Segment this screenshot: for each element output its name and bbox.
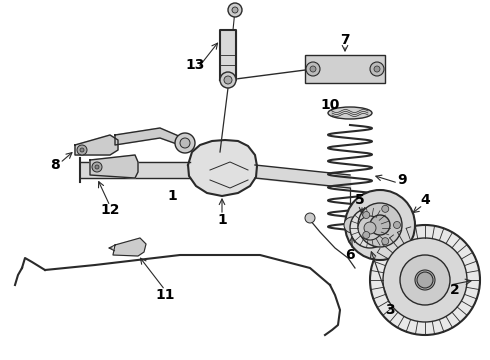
Circle shape <box>350 208 390 248</box>
Circle shape <box>415 270 435 290</box>
Circle shape <box>393 221 400 229</box>
Text: 11: 11 <box>155 288 175 302</box>
Circle shape <box>374 66 380 72</box>
Circle shape <box>355 218 369 232</box>
Circle shape <box>345 190 415 260</box>
Circle shape <box>220 72 236 88</box>
Circle shape <box>232 7 238 13</box>
Circle shape <box>305 213 315 223</box>
Circle shape <box>383 238 467 322</box>
Circle shape <box>370 215 390 235</box>
Circle shape <box>363 212 370 219</box>
Circle shape <box>180 138 190 148</box>
Text: 1: 1 <box>167 189 177 203</box>
Text: 10: 10 <box>320 98 340 112</box>
Circle shape <box>344 217 360 233</box>
Circle shape <box>95 165 99 169</box>
Circle shape <box>370 225 480 335</box>
Text: 1: 1 <box>217 213 227 227</box>
Polygon shape <box>75 135 118 155</box>
Text: 13: 13 <box>185 58 205 72</box>
Text: 5: 5 <box>355 193 365 207</box>
Circle shape <box>417 272 433 288</box>
Circle shape <box>310 66 316 72</box>
Text: 2: 2 <box>450 283 460 297</box>
Text: 8: 8 <box>50 158 60 172</box>
Circle shape <box>370 62 384 76</box>
Polygon shape <box>90 155 138 178</box>
Ellipse shape <box>328 107 372 119</box>
Text: 12: 12 <box>100 203 120 217</box>
Polygon shape <box>113 238 146 256</box>
Circle shape <box>306 62 320 76</box>
Text: 3: 3 <box>385 303 395 317</box>
Text: 9: 9 <box>397 173 407 187</box>
Polygon shape <box>115 128 188 148</box>
Text: 4: 4 <box>420 193 430 207</box>
Circle shape <box>228 3 242 17</box>
Polygon shape <box>220 30 236 80</box>
Text: 6: 6 <box>345 248 355 262</box>
Bar <box>305 55 385 83</box>
Circle shape <box>80 148 84 152</box>
Circle shape <box>92 162 102 172</box>
Polygon shape <box>188 140 257 196</box>
Circle shape <box>358 216 382 240</box>
Circle shape <box>362 217 378 233</box>
Circle shape <box>358 203 402 247</box>
Text: 7: 7 <box>340 33 350 47</box>
Circle shape <box>400 255 450 305</box>
Circle shape <box>364 222 376 234</box>
Circle shape <box>175 133 195 153</box>
Circle shape <box>363 231 370 238</box>
Circle shape <box>382 238 389 245</box>
Circle shape <box>77 145 87 155</box>
Circle shape <box>382 205 389 212</box>
Circle shape <box>224 76 232 84</box>
